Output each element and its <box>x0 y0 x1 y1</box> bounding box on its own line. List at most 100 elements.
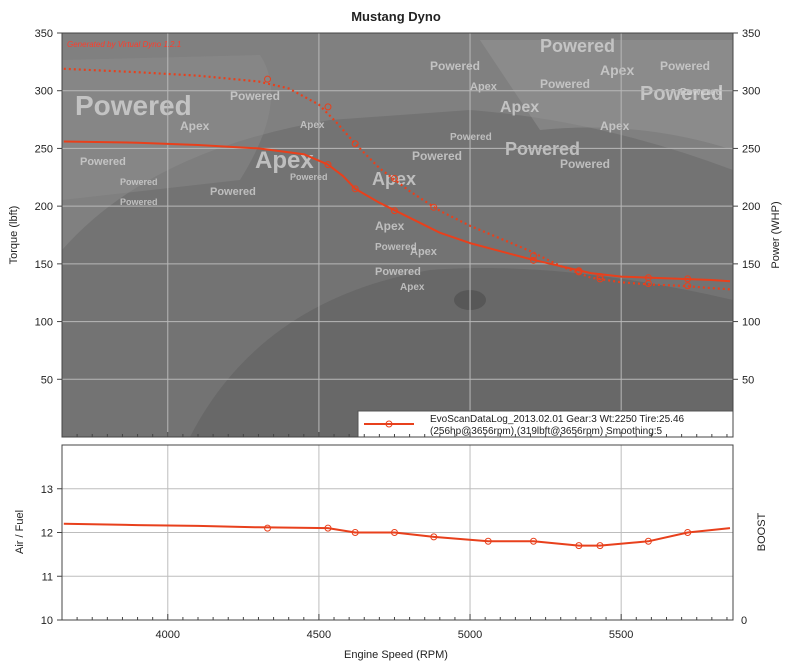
power-point <box>390 207 398 215</box>
background-word: Apex <box>600 119 630 133</box>
background-word: Powered <box>80 156 126 168</box>
background-word: Apex <box>375 219 405 233</box>
torque-point <box>324 103 332 111</box>
air-fuel-series-line <box>63 522 731 547</box>
air-fuel-point <box>644 537 652 545</box>
watermark-text: Generated by Virtual Dyno 1.2.1 <box>67 40 181 49</box>
x-tick-label: 5000 <box>458 629 482 641</box>
left-tick-label: 200 <box>35 201 53 213</box>
background-word: Powered <box>560 157 610 171</box>
background-word: Powered <box>210 186 256 198</box>
background-word: Powered <box>430 59 480 73</box>
left-tick-label: 300 <box>35 86 53 98</box>
background-word: Apex <box>180 119 210 133</box>
background-word: Powered <box>75 90 192 121</box>
power-point <box>684 275 692 283</box>
torque-series-line <box>63 67 731 291</box>
background-word: Powered <box>120 197 158 207</box>
air-fuel-point <box>351 529 359 536</box>
background-word: Apex <box>410 246 438 258</box>
power-series-line <box>63 140 731 283</box>
right-tick-label: 200 <box>742 201 760 213</box>
background-word: Apex <box>600 62 634 78</box>
right-tick-label: 50 <box>742 374 754 386</box>
background-word: Apex <box>300 120 325 131</box>
torque-point <box>684 282 692 290</box>
background-word: Powered <box>290 172 328 182</box>
background-word: Powered <box>120 177 158 187</box>
power-point <box>324 161 332 169</box>
background-word: Powered <box>505 139 580 159</box>
background-word: Powered <box>375 242 417 253</box>
x-tick-label: 4500 <box>307 629 331 641</box>
air-fuel-tick-label: 10 <box>41 615 53 627</box>
right-axis-title-power: Power (WHP) <box>770 201 782 268</box>
legend-entry-line1: EvoScanDataLog_2013.02.01 Gear:3 Wt:2250… <box>430 414 685 425</box>
air-fuel-point <box>530 537 538 545</box>
legend-box <box>357 410 734 438</box>
background-word: Powered <box>412 149 462 163</box>
air-fuel-point <box>430 533 438 541</box>
air-fuel-point <box>484 537 492 545</box>
upper-axes: 50 50 100 100 150 150 200 200 250 250 300 300 350 350 <box>35 28 760 437</box>
right-tick-label: 150 <box>742 259 760 271</box>
lower-series <box>63 522 731 550</box>
torque-point <box>596 275 604 283</box>
power-point <box>351 185 359 193</box>
torque-point <box>430 203 438 211</box>
background-word: Powered <box>640 83 723 105</box>
background-word: Powered <box>540 36 615 56</box>
air-fuel-point <box>575 542 583 550</box>
x-axis-title: Engine Speed (RPM) <box>344 649 448 661</box>
air-fuel-point <box>324 524 332 532</box>
torque-point <box>264 75 272 83</box>
torque-point <box>351 140 359 148</box>
upper-grid <box>62 33 733 437</box>
air-fuel-tick-label: 11 <box>42 571 53 583</box>
air-fuel-point <box>596 542 604 550</box>
left-axis-title-torque: Torque (lbft) <box>8 206 20 265</box>
left-tick-label: 250 <box>35 143 53 155</box>
torque-point <box>530 252 538 260</box>
legend-entry-line2: (256hp@3656rpm) (319lbft@3656rpm) Smooth… <box>430 426 663 437</box>
legend: EvoScanDataLog_2013.02.01 Gear:3 Wt:2250… <box>357 410 734 438</box>
upper-plot-frame <box>61 32 734 438</box>
lower-axes: 4000 4500 5000 5500 10 11 12 13 <box>41 484 728 641</box>
left-axis-title-air-fuel: Air / Fuel <box>14 510 26 554</box>
background-word: Powered <box>680 87 722 98</box>
background-word: Powered <box>450 132 492 143</box>
right-tick-label: 250 <box>742 143 760 155</box>
legend-marker-sample <box>385 420 393 428</box>
background-word: Powered <box>660 59 710 73</box>
left-tick-label: 150 <box>35 259 53 271</box>
torque-point <box>390 174 398 182</box>
left-tick-label: 100 <box>35 317 53 329</box>
right-tick-label: 350 <box>742 28 760 40</box>
chart-title: Mustang Dyno <box>351 9 441 24</box>
right-tick-label: 300 <box>742 86 760 98</box>
boost-tick-label: 0 <box>741 615 747 627</box>
air-fuel-point <box>390 529 398 536</box>
background-word: Powered <box>540 77 590 91</box>
left-tick-label: 350 <box>35 28 53 40</box>
air-fuel-point <box>684 529 692 536</box>
background-word: Powered <box>375 266 421 278</box>
air-fuel-tick-label: 12 <box>41 528 53 540</box>
left-tick-label: 50 <box>41 374 53 386</box>
air-fuel-tick-label: 13 <box>41 484 53 496</box>
upper-series <box>63 67 731 291</box>
x-tick-label: 5500 <box>609 629 633 641</box>
x-tick-label: 4000 <box>156 629 180 641</box>
background-word: Apex <box>400 282 425 293</box>
power-point <box>530 256 538 264</box>
torque-point <box>644 279 652 287</box>
air-fuel-point <box>264 524 272 532</box>
background-word: Powered <box>230 89 280 103</box>
right-axis-title-boost: BOOST <box>756 512 768 551</box>
background-word: Apex <box>500 99 539 116</box>
right-tick-label: 100 <box>742 317 760 329</box>
lower-panel: 4000 4500 5000 5500 10 11 12 13 Air / Fuel BOOS… <box>14 444 768 661</box>
